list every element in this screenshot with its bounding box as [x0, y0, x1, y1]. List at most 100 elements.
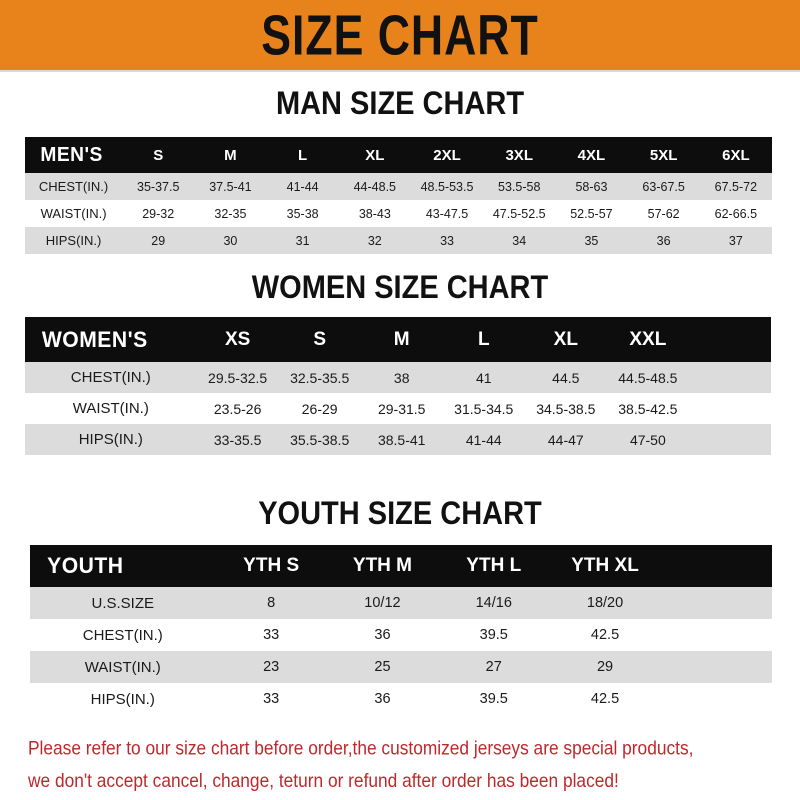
youth-measurement-cell: 25	[374, 659, 391, 675]
page-banner: SIZE CHART	[0, 0, 800, 72]
women-measurement-cell: 34.5-38.5	[536, 400, 596, 417]
youth-measurement-cell: 39.5	[479, 627, 508, 643]
man-measurement-cell: 35	[584, 233, 599, 248]
women-measurement-cell: 38.5-41	[377, 431, 426, 448]
man-measurement-cell: 37.5-41	[209, 179, 252, 194]
women-measurement-cell: 38.5-42.5	[618, 400, 678, 417]
man-header-row: MEN'S S M L XL 2XL 3XL 4XL 5XL 6XL	[25, 137, 772, 173]
man-size-table: MEN'S S M L XL 2XL 3XL 4XL 5XL 6XL CHEST(IN.) 35-3…	[25, 137, 772, 254]
man-measurement-cell: 63-67.5	[642, 179, 685, 194]
women-section-title: WOMEN SIZE CHART	[251, 270, 549, 306]
women-measurement-cell	[689, 362, 771, 393]
youth-measurement-cell: 36	[374, 627, 391, 643]
women-measurement-cell: 32.5-35.5	[290, 369, 350, 386]
youth-measurement-cell: 33	[263, 627, 280, 643]
man-measurement-cell: 57-62	[647, 206, 680, 221]
man-measurement-cell: 33	[440, 233, 454, 248]
women-measurement-cell	[689, 393, 771, 424]
man-measurement-cell: 44-48.5	[353, 179, 397, 194]
order-notice-line-1: Please refer to our size chart before or…	[28, 736, 694, 759]
women-measurement-cell: 41	[475, 369, 492, 386]
man-measurement-cell: 29-32	[142, 206, 175, 221]
man-measurement-cell: 35-38	[286, 206, 319, 221]
women-column-header: L	[477, 328, 490, 350]
man-column-header: 2XL	[433, 146, 461, 164]
youth-measurement-cell: 23	[263, 659, 280, 675]
man-row-label: CHEST(IN.)	[38, 179, 109, 194]
youth-measurement-cell: 18/20	[586, 595, 624, 611]
man-measurement-cell: 29	[151, 233, 166, 248]
women-column-header: S	[313, 328, 326, 350]
man-column-header: M	[224, 146, 237, 164]
man-section-title: MAN SIZE CHART	[275, 86, 525, 122]
women-measurement-cell: 44.5-48.5	[618, 369, 678, 386]
women-measurement-cell: 23.5-26	[213, 400, 262, 417]
women-table-header: WOMEN'S XS S M L XL XXL	[25, 317, 771, 362]
youth-column-header: YTH S	[243, 555, 300, 576]
man-measurement-cell: 67.5-72	[714, 179, 758, 194]
man-column-header: 4XL	[577, 146, 606, 164]
women-measurement-cell: 26-29	[301, 400, 338, 417]
youth-column-header: YTH L	[466, 555, 522, 576]
youth-measurement-cell: 39.5	[479, 691, 508, 707]
youth-table-corner-label: YOUTH	[47, 553, 124, 578]
youth-row-label: WAIST(IN.)	[84, 658, 161, 676]
order-notice-line-2: we don't accept cancel, change, teturn o…	[28, 768, 619, 792]
women-row-label: HIPS(IN.)	[78, 431, 143, 448]
man-measurement-cell: 37	[728, 233, 743, 248]
man-table-corner-label: MEN'S	[40, 143, 103, 166]
women-column-header: XL	[553, 328, 578, 350]
women-size-table: WOMEN'S XS S M L XL XXL CHEST(IN.) 29.5-32.5 32.…	[25, 317, 771, 455]
youth-measurement-cell: 27	[485, 659, 502, 675]
table-row: WAIST(IN.) 29-32 32-35 35-38 38-43 43-47.5 47.…	[25, 200, 772, 227]
women-column-header	[689, 317, 771, 362]
youth-column-header	[661, 545, 772, 587]
women-measurement-cell: 29.5-32.5	[208, 369, 268, 386]
youth-measurement-cell: 36	[374, 691, 391, 707]
man-measurement-cell: 41-44	[286, 179, 319, 194]
women-measurement-cell: 38	[393, 369, 410, 386]
table-row: U.S.SIZE 8 10/12 14/16 18/20	[30, 587, 772, 619]
man-column-header: XL	[365, 146, 385, 164]
man-measurement-cell: 52.5-57	[570, 206, 613, 221]
man-column-header: L	[298, 146, 308, 164]
man-measurement-cell: 43-47.5	[425, 206, 469, 221]
man-column-header: 3XL	[505, 146, 533, 164]
women-measurement-cell: 29-31.5	[377, 400, 426, 417]
page-title: SIZE CHART	[261, 3, 539, 67]
youth-measurement-cell: 10/12	[364, 595, 401, 611]
women-column-header: M	[393, 328, 410, 350]
man-measurement-cell: 30	[223, 233, 238, 248]
table-row: CHEST(IN.) 35-37.5 37.5-41 41-44 44-48.5 48.5…	[25, 173, 772, 200]
order-notice: Please refer to our size chart before or…	[28, 732, 769, 797]
women-column-header: XXL	[629, 328, 667, 350]
women-header-row: WOMEN'S XS S M L XL XXL	[25, 317, 771, 362]
youth-measurement-cell	[661, 651, 772, 683]
man-measurement-cell: 48.5-53.5	[420, 179, 474, 194]
youth-section-title: YOUTH SIZE CHART	[258, 496, 542, 532]
table-row: HIPS(IN.) 33 36 39.5 42.5	[30, 683, 772, 715]
man-measurement-cell: 58-63	[575, 179, 608, 194]
youth-measurement-cell	[661, 619, 772, 651]
table-row: HIPS(IN.) 33-35.5 35.5-38.5 38.5-41 41-44 44-…	[25, 424, 771, 455]
women-table-body: CHEST(IN.) 29.5-32.5 32.5-35.5 38 41 44.5 44.5…	[25, 362, 771, 455]
youth-measurement-cell	[661, 683, 772, 715]
man-measurement-cell: 31	[295, 233, 310, 248]
man-table-header: MEN'S S M L XL 2XL 3XL 4XL 5XL 6XL	[25, 137, 772, 173]
youth-column-header: YTH XL	[571, 555, 639, 576]
youth-header-row: YOUTH YTH S YTH M YTH L YTH XL	[30, 545, 772, 587]
man-measurement-cell: 47.5-52.5	[492, 206, 546, 221]
women-measurement-cell: 31.5-34.5	[454, 400, 514, 417]
man-measurement-cell: 34	[512, 233, 527, 248]
youth-measurement-cell: 42.5	[590, 691, 620, 707]
youth-measurement-cell: 42.5	[590, 627, 620, 643]
youth-measurement-cell	[661, 587, 772, 619]
youth-measurement-cell: 8	[267, 595, 276, 611]
youth-row-label: HIPS(IN.)	[90, 690, 155, 708]
youth-row-label: CHEST(IN.)	[82, 626, 163, 644]
man-measurement-cell: 35-37.5	[137, 179, 180, 194]
man-row-label: WAIST(IN.)	[40, 206, 107, 221]
youth-measurement-cell: 29	[596, 659, 614, 675]
women-measurement-cell: 41-44	[465, 431, 502, 448]
man-measurement-cell: 32	[367, 233, 382, 248]
